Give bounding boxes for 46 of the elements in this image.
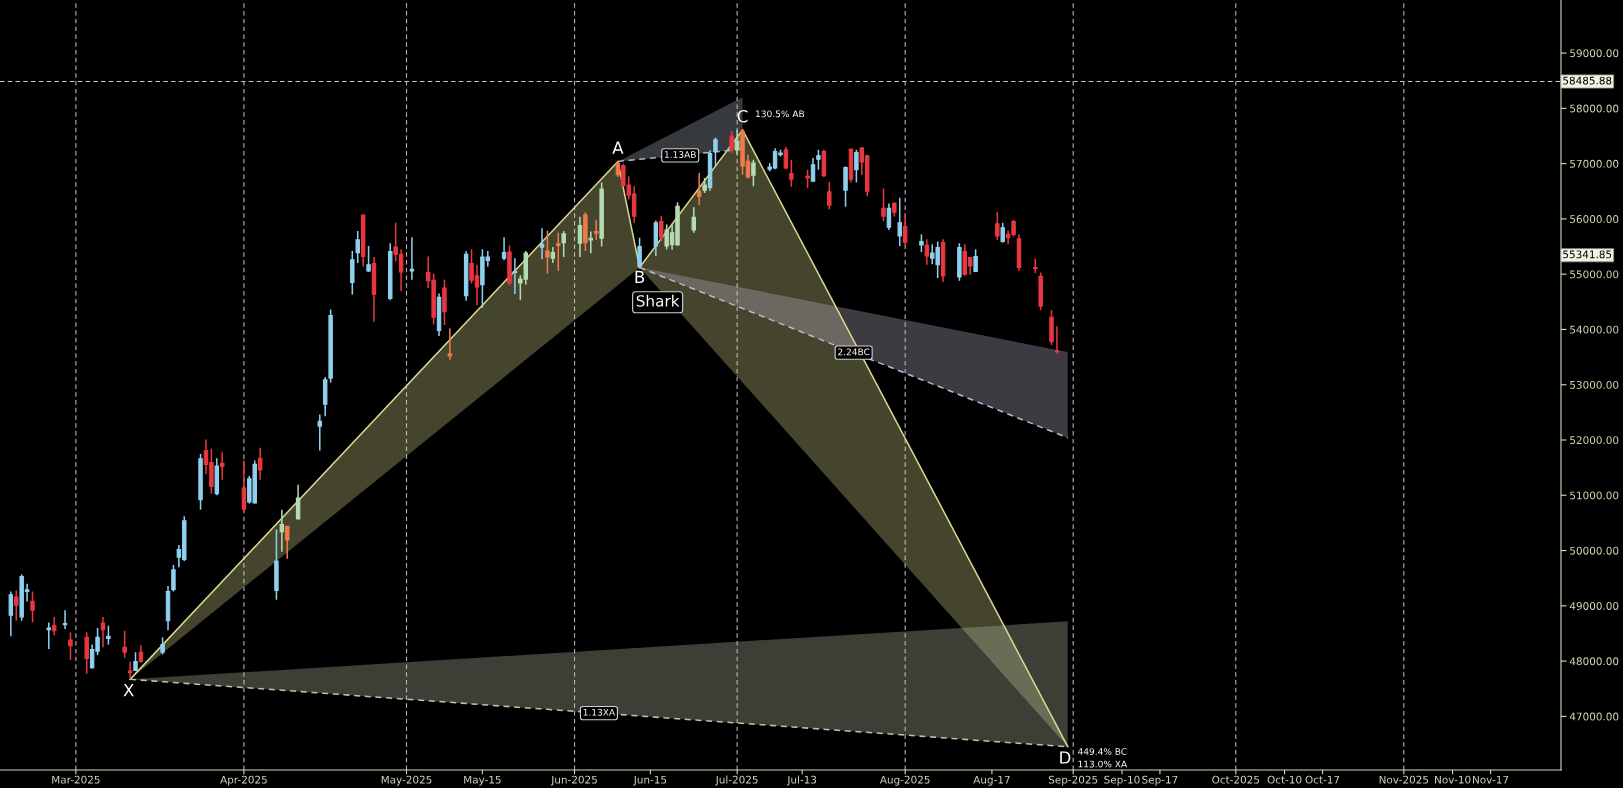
y-tick-label: 58000.00 — [1570, 104, 1619, 113]
x-tick-label: Mar-2025 — [52, 775, 100, 784]
y-tick-label: 48000.00 — [1569, 657, 1619, 666]
x-tick-label: Nov-17 — [1473, 775, 1509, 784]
x-tick-label: Sep-2025 — [1048, 775, 1098, 786]
annotation: 113.0% XA — [1078, 760, 1128, 768]
annotation: D — [1060, 751, 1071, 764]
x-tick-label: Oct-17 — [1305, 775, 1340, 784]
x-tick-label: May-15 — [464, 775, 501, 786]
y-tick-label: 49000.00 — [1569, 602, 1619, 610]
y-tick-label: 54000.00 — [1570, 325, 1619, 334]
annotation: 1.13XA — [583, 708, 616, 716]
y-tick-label: 59000.00 — [1570, 49, 1619, 58]
x-tick-label: Aug-17 — [973, 775, 1010, 786]
y-tick-label: 50000.00 — [1570, 546, 1619, 555]
text: 55341.85 — [1563, 250, 1612, 259]
x-tick-label: Jun-2025 — [550, 775, 597, 786]
annotation: Shark — [636, 294, 680, 307]
x-tick-label: May-2025 — [381, 775, 432, 786]
y-tick-label: 47000.00 — [1569, 712, 1619, 721]
y-tick-label: 55000.00 — [1570, 270, 1619, 279]
y-tick-label: 57000.00 — [1570, 159, 1619, 168]
x-tick-label: Oct-10 — [1267, 775, 1302, 784]
x-tick-label: Nov-10 — [1435, 775, 1471, 784]
x-tick-label: Nov-2025 — [1379, 775, 1429, 784]
x-tick-label: Apr-2025 — [220, 775, 267, 786]
annotation: X — [123, 684, 134, 697]
annotation: 449.4% BC — [1077, 748, 1127, 755]
x-tick-label: Oct-2025 — [1212, 775, 1260, 784]
y-tick-label: 52000.00 — [1570, 436, 1619, 445]
annotation: A — [612, 141, 624, 154]
x-tick-label: Aug-2025 — [879, 775, 930, 786]
annotation: 2.24BC — [838, 348, 870, 356]
annotation: 1.13AB — [664, 151, 696, 158]
x-tick-label: Jul-2025 — [715, 775, 758, 786]
annotation: B — [635, 270, 645, 283]
annotation: C — [737, 109, 748, 123]
annotation: 130.5% AB — [756, 110, 805, 118]
x-tick-label: Jun-15 — [633, 775, 667, 786]
y-tick-label: 51000.00 — [1570, 491, 1619, 500]
y-tick-label: 53000.00 — [1570, 380, 1619, 389]
x-tick-label: Sep-17 — [1142, 775, 1178, 786]
y-tick-label: 56000.00 — [1570, 215, 1619, 223]
x-tick-label: Jul-13 — [786, 775, 817, 786]
x-tick-label: Sep-10 — [1104, 775, 1140, 786]
ref-line-label: 58485.88 — [1563, 76, 1612, 85]
